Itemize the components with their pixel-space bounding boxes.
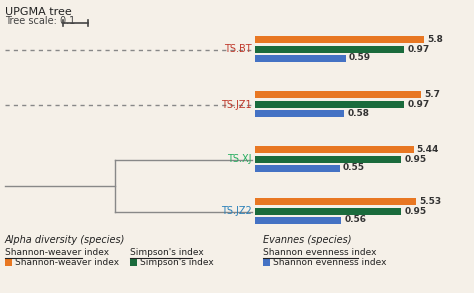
Text: TS.BT: TS.BT (224, 45, 252, 54)
Text: Shannon-weaver index: Shannon-weaver index (5, 248, 109, 257)
Text: Shannon evenness index: Shannon evenness index (273, 258, 386, 267)
Text: Shannon-weaver index: Shannon-weaver index (15, 258, 119, 267)
Bar (255, 198, 416, 205)
Text: UPGMA tree: UPGMA tree (5, 7, 72, 17)
Text: 0.56: 0.56 (344, 215, 366, 224)
Text: Simpson's index: Simpson's index (140, 258, 214, 267)
Bar (255, 164, 340, 171)
Text: Simpson's index: Simpson's index (130, 248, 204, 257)
Bar (255, 110, 344, 117)
Text: 0.97: 0.97 (407, 100, 429, 109)
Bar (255, 146, 414, 153)
Text: 5.7: 5.7 (424, 90, 440, 99)
Text: 0.55: 0.55 (343, 163, 365, 173)
Bar (5, 259, 12, 266)
Bar (255, 156, 401, 163)
Text: 0.95: 0.95 (404, 207, 427, 216)
Text: TS.JZ2: TS.JZ2 (221, 207, 252, 217)
Bar (130, 259, 137, 266)
Bar (255, 36, 424, 43)
Text: 0.58: 0.58 (347, 108, 369, 117)
Bar (263, 259, 270, 266)
Bar (255, 101, 404, 108)
Text: Tree scale: 0.1: Tree scale: 0.1 (5, 16, 75, 26)
Bar (255, 46, 404, 53)
Text: TS.JZ1: TS.JZ1 (221, 100, 252, 110)
Text: 0.95: 0.95 (404, 155, 427, 164)
Text: TS.XJ: TS.XJ (228, 154, 252, 164)
Text: Evannes (species): Evannes (species) (263, 235, 352, 245)
Bar (255, 208, 401, 215)
Text: 5.8: 5.8 (427, 35, 443, 44)
Text: 0.97: 0.97 (407, 45, 429, 54)
Text: 5.44: 5.44 (417, 145, 439, 154)
Text: 5.53: 5.53 (419, 197, 441, 206)
Bar (255, 91, 421, 98)
Text: Alpha diversity (species): Alpha diversity (species) (5, 235, 126, 245)
Bar (255, 217, 341, 224)
Bar (255, 54, 346, 62)
Text: Shannon evenness index: Shannon evenness index (263, 248, 376, 257)
Text: 0.59: 0.59 (349, 54, 371, 62)
